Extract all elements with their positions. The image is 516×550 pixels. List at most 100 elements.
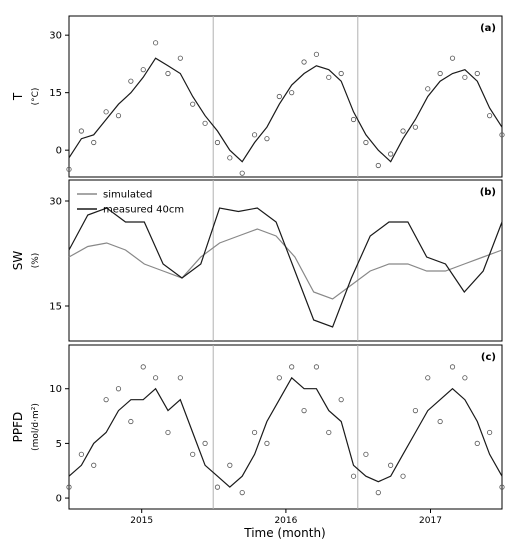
data-point — [251, 429, 258, 436]
data-point — [251, 132, 258, 138]
y-tick-label: 30 — [49, 197, 62, 208]
data-point — [91, 139, 97, 146]
data-point — [425, 86, 431, 92]
data-point — [239, 489, 245, 496]
data-point — [264, 136, 270, 142]
panel-tag: (c) — [481, 352, 496, 363]
data-point — [91, 462, 97, 468]
data-point — [103, 397, 109, 403]
data-point — [165, 70, 171, 77]
panel-tag: (a) — [480, 23, 496, 34]
y-axis-unit: (°C) — [31, 88, 41, 106]
data-point — [388, 462, 394, 468]
data-point — [375, 489, 381, 496]
data-point — [140, 364, 146, 370]
series-line-0 — [68, 376, 503, 488]
data-point — [214, 139, 221, 146]
data-point — [202, 440, 208, 446]
series-line — [68, 57, 503, 163]
y-tick-label: 0 — [56, 494, 62, 505]
data-point — [350, 116, 357, 123]
data-point — [437, 418, 443, 425]
data-point — [214, 484, 221, 490]
data-point — [462, 74, 468, 80]
y-tick-label: 15 — [49, 302, 62, 313]
data-point — [338, 70, 344, 77]
data-point — [264, 440, 270, 446]
data-point — [140, 67, 146, 73]
data-point — [313, 51, 320, 57]
data-point — [289, 90, 295, 96]
x-tick-label: 2017 — [419, 516, 442, 526]
data-point — [115, 113, 122, 119]
x-axis-title: Time (month) — [243, 526, 326, 540]
series-simulated — [68, 228, 503, 300]
data-point — [239, 170, 245, 176]
data-point — [66, 484, 72, 490]
y-tick-label: 5 — [56, 439, 62, 450]
data-point — [227, 462, 233, 468]
data-point — [474, 440, 480, 446]
data-point — [437, 70, 443, 77]
data-point — [326, 74, 332, 80]
panel-b: 15 30 SW (%) (b) simulated measured 40cm — [11, 179, 503, 342]
panel-a: 0 15 30 T (°C) (a) — [11, 15, 505, 178]
legend-label: measured 40cm — [103, 205, 184, 216]
data-point — [227, 155, 233, 161]
panel-frame — [68, 344, 503, 510]
y-axis-label: SW — [11, 251, 25, 271]
data-point — [190, 451, 196, 457]
data-point — [301, 407, 307, 414]
data-point — [66, 166, 72, 172]
data-point — [165, 429, 171, 436]
legend: simulated measured 40cm — [77, 190, 184, 216]
data-point — [412, 124, 418, 130]
data-point — [412, 407, 418, 414]
data-point — [487, 113, 493, 119]
x-tick-label: 2015 — [130, 516, 153, 526]
y-tick-label: 10 — [49, 384, 62, 395]
data-point — [202, 120, 208, 126]
data-point — [190, 101, 196, 107]
x-axis: 2015 2016 2017 — [130, 509, 442, 526]
data-point — [363, 139, 369, 146]
data-point — [153, 375, 159, 381]
series-measured-40cm — [68, 207, 503, 328]
data-point — [449, 55, 456, 61]
data-point — [499, 132, 505, 138]
series-line — [68, 376, 503, 488]
data-point — [153, 40, 159, 46]
data-point — [474, 70, 480, 77]
series-markers-1 — [66, 40, 505, 176]
data-point — [276, 93, 282, 100]
data-point — [388, 151, 394, 157]
data-point — [276, 375, 282, 381]
data-point — [400, 128, 406, 134]
data-point — [363, 451, 369, 457]
series-line-0 — [68, 57, 503, 163]
series-line — [68, 228, 503, 300]
data-point — [128, 418, 134, 425]
data-point — [338, 397, 344, 403]
data-point — [326, 429, 332, 436]
data-point — [313, 364, 320, 370]
data-point — [177, 55, 183, 61]
data-point — [487, 429, 493, 436]
series-markers-1 — [66, 364, 505, 496]
y-axis-label: PPFD — [11, 412, 25, 443]
data-point — [115, 386, 122, 392]
data-point — [449, 364, 456, 370]
data-point — [103, 109, 109, 115]
legend-label: simulated — [103, 190, 152, 201]
data-point — [375, 162, 381, 169]
panel-c: 0 5 10 PPFD (mol/d·m²) (c) — [11, 344, 505, 510]
y-tick-label: 0 — [56, 146, 62, 157]
data-point — [499, 484, 505, 490]
data-point — [78, 451, 84, 457]
y-tick-label: 30 — [49, 31, 62, 42]
data-point — [400, 473, 406, 479]
panel-frame — [68, 179, 503, 342]
y-axis-unit: (mol/d·m²) — [31, 403, 41, 451]
data-point — [301, 59, 307, 65]
data-point — [350, 473, 357, 479]
